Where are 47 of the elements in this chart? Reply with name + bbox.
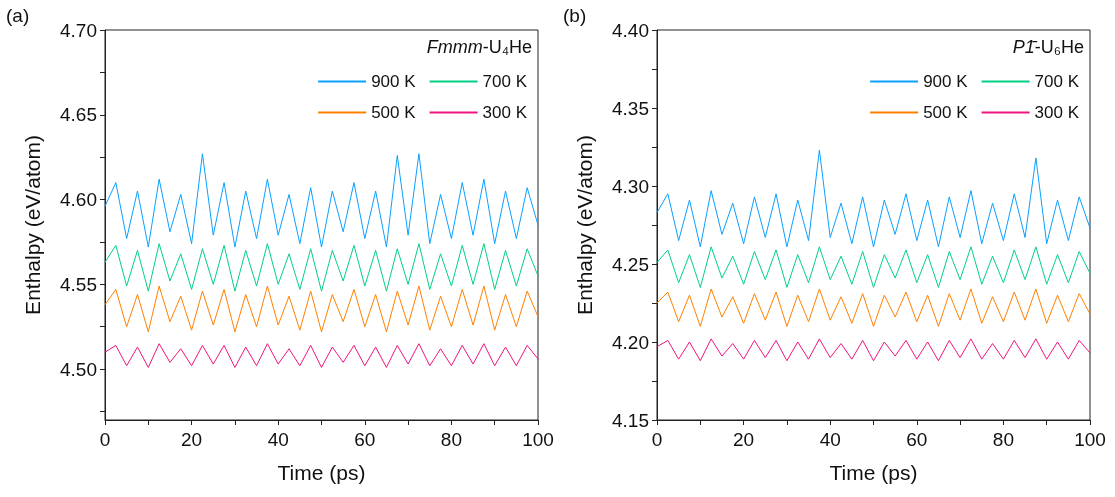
x-tick-label: 80 [992,429,1014,450]
x-tick-label: 0 [99,429,111,450]
line-series [656,149,1091,248]
x-tick-label: 100 [522,429,554,450]
x-tick-label: 80 [440,429,462,450]
y-tick-label: 4.25 [612,253,649,275]
x-tick-label: 40 [267,429,289,450]
y-tick-label: 4.60 [60,189,97,211]
legend-label: 900 K [923,72,969,91]
text: (a) [6,5,30,26]
y-tick-label: 4.55 [60,273,97,295]
y-tick-label: 4.15 [612,409,649,431]
line-series [656,246,1091,288]
line-series [104,285,539,333]
line-series [104,153,539,248]
x-tick-label: 20 [181,429,203,450]
text: (b) [563,5,587,26]
x-axis-title: Time (ps) [829,461,918,484]
y-axis-title: Enthalpy (eV/atom) [573,135,596,315]
x-tick-label: 40 [819,429,841,450]
legend-title: Fmmm-U₄He [426,37,533,57]
y-axis-title: Enthalpy (eV/atom) [21,135,44,315]
x-tick-label: 100 [1074,429,1106,450]
legend-label: 500 K [923,103,969,122]
x-tick-label: 60 [906,429,928,450]
legend-label: 300 K [1034,103,1080,122]
legend-label: 500 K [371,103,417,122]
legend-label: 900 K [371,72,417,91]
y-tick-label: 4.40 [612,19,649,41]
legend-label: 300 K [482,103,528,122]
legend-label: 700 K [482,72,528,91]
legend-title: P1̄-U₆He [1012,37,1084,57]
y-tick-label: 4.20 [612,331,649,353]
x-tick-label: 20 [733,429,755,450]
x-tick-label: 60 [354,429,376,450]
x-tick-label: 0 [651,429,663,450]
line-series [104,243,539,292]
y-tick-label: 4.70 [60,19,97,41]
x-axis-title: Time (ps) [277,461,366,484]
y-tick-label: 4.65 [60,104,97,126]
y-tick-label: 4.35 [612,97,649,119]
y-tick-label: 4.50 [60,358,97,380]
line-series [656,338,1091,362]
line-series [104,343,539,368]
legend-label: 700 K [1034,72,1080,91]
y-tick-label: 4.30 [612,175,649,197]
line-series [656,288,1091,327]
